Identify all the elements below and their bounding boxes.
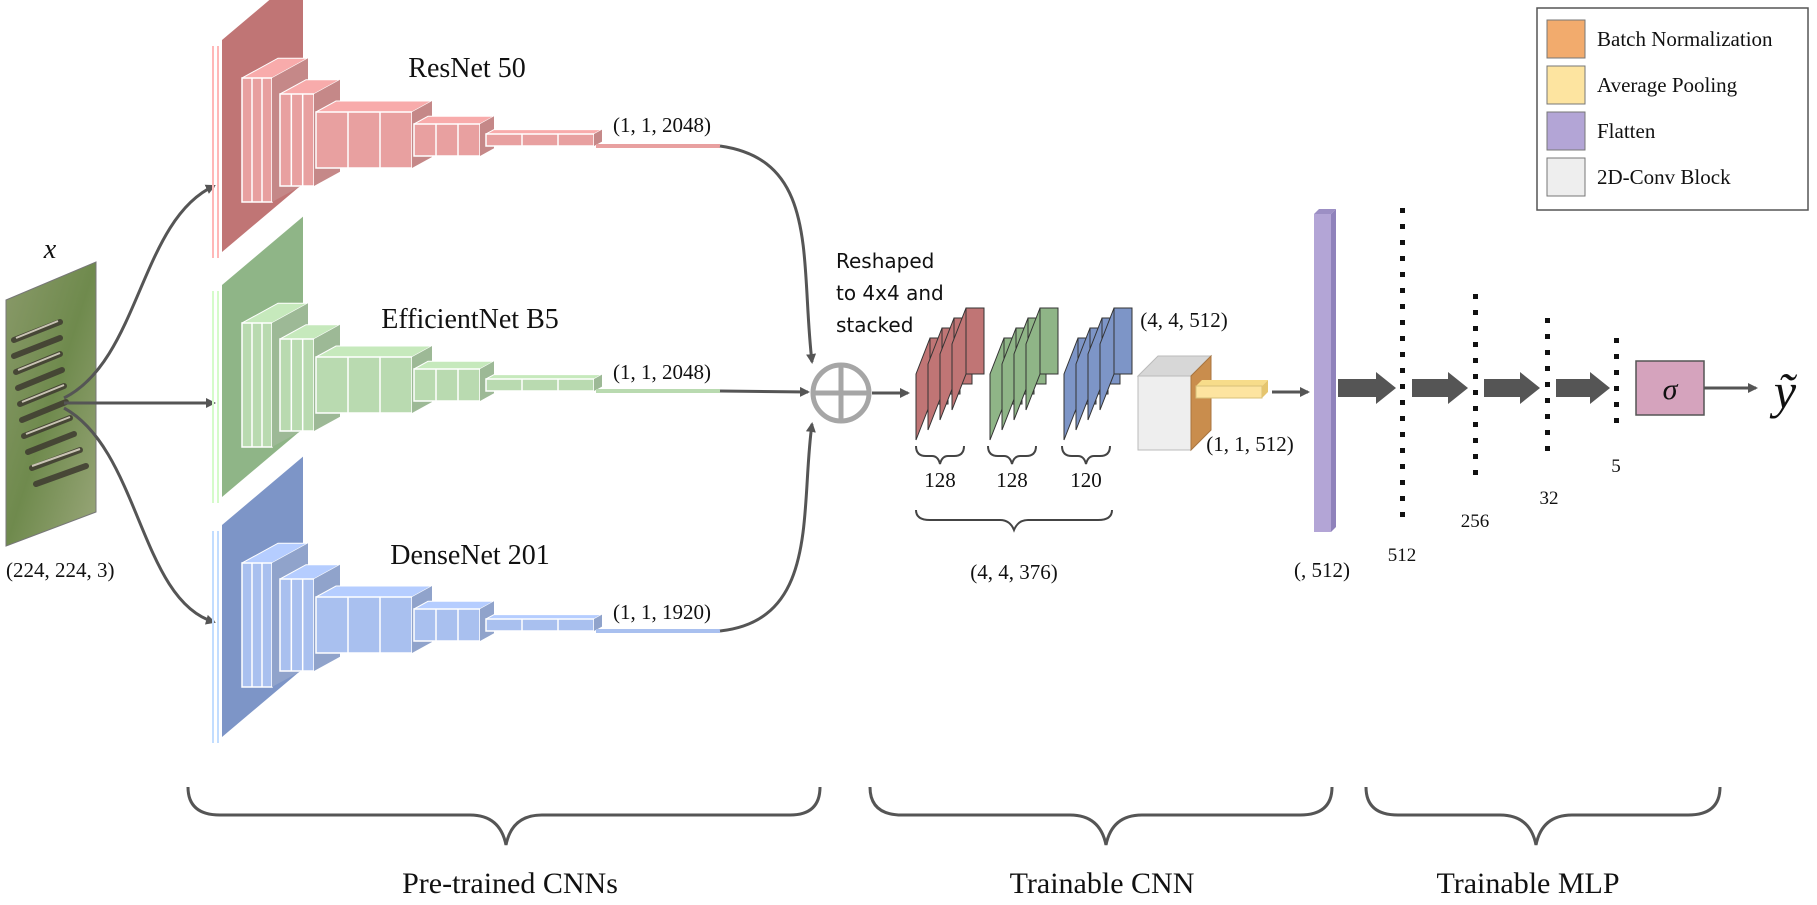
stack-braces — [915, 445, 1113, 533]
legend-label: 2D-Conv Block — [1597, 165, 1731, 189]
stack-group-2 — [989, 307, 1059, 441]
backbone-name-densenet: DenseNet 201 — [390, 540, 549, 571]
legend-item-3: Flatten — [1546, 111, 1656, 151]
conv-output-label: (1, 1, 512) — [1206, 432, 1294, 456]
input-shape-label: (224, 224, 3) — [6, 558, 115, 582]
mlp-layer-label-4: 5 — [1611, 456, 1621, 477]
input-symbol: x — [43, 234, 57, 265]
reshape-note-line-3: stacked — [836, 313, 913, 337]
mlp-arrow-4 — [1556, 372, 1610, 404]
reshape-note: Reshaped to 4x4 and stacked — [836, 249, 944, 337]
sigmoid-symbol: σ — [1663, 373, 1679, 406]
stack-group-label-3: 120 — [1070, 468, 1102, 492]
legend-swatch — [1546, 65, 1586, 105]
mlp-arrow-3 — [1484, 372, 1540, 404]
section-braces — [186, 786, 1722, 846]
mlp-layer-2 — [1473, 294, 1478, 475]
stack-group-1 — [915, 307, 985, 441]
mlp-arrow-2 — [1412, 372, 1468, 404]
mlp-arrow-1 — [1338, 372, 1396, 404]
concat-plus-icon — [810, 362, 872, 424]
backbone-output-efficientnet: (1, 1, 2048) — [613, 360, 711, 384]
legend-item-1: Batch Normalization — [1546, 19, 1773, 59]
section-label-pretrained: Pre-trained CNNs — [402, 867, 618, 900]
legend-label: Average Pooling — [1597, 73, 1738, 97]
backbone-block-efficientnet — [212, 216, 720, 503]
stack-group-3 — [1063, 307, 1133, 441]
input-arrows — [63, 184, 216, 625]
backbone-block-resnet — [212, 0, 720, 258]
stack-group-label-2: 128 — [996, 468, 1028, 492]
mlp-layer-label-3: 32 — [1540, 488, 1559, 509]
legend-item-4: 2D-Conv Block — [1546, 157, 1731, 197]
backbone-name-resnet: ResNet 50 — [408, 53, 525, 84]
legend-swatch — [1546, 111, 1586, 151]
mlp-layer-4 — [1614, 338, 1619, 423]
legend-label: Batch Normalization — [1597, 27, 1773, 51]
flatten-label: (, 512) — [1294, 558, 1350, 582]
legend-items: Batch Normalization Average Pooling Flatte… — [1546, 19, 1773, 197]
backbone-name-efficientnet: EfficientNet B5 — [381, 304, 559, 335]
mlp-layer-3 — [1545, 318, 1550, 451]
mlp-layer-1 — [1400, 208, 1405, 517]
stacked-feature-maps — [915, 307, 1133, 441]
section-label-cnn: Trainable CNN — [1010, 867, 1195, 900]
legend-item-2: Average Pooling — [1546, 65, 1738, 105]
output-symbol: ỹ — [1769, 363, 1798, 419]
reshape-note-line-2: to 4x4 and — [836, 281, 944, 305]
legend-label: Flatten — [1597, 119, 1656, 143]
conv-input-label: (4, 4, 512) — [1140, 308, 1228, 332]
backbone-block-densenet — [212, 456, 720, 743]
mlp-layer-label-1: 512 — [1388, 545, 1417, 566]
mlp-layer-label-2: 256 — [1461, 511, 1490, 532]
backbone-output-densenet: (1, 1, 1920) — [613, 600, 711, 624]
legend-swatch — [1546, 157, 1586, 197]
backbone-networks — [212, 0, 720, 743]
stack-group-label-1: 128 — [924, 468, 956, 492]
merge-arrows — [719, 144, 910, 633]
stack-total-label: (4, 4, 376) — [970, 560, 1058, 584]
conv-block — [1136, 354, 1213, 452]
pooling-bar — [1195, 380, 1268, 399]
flatten-layer — [1314, 209, 1336, 532]
mlp-layers — [1338, 208, 1619, 517]
reshape-note-line-1: Reshaped — [836, 249, 934, 273]
legend-swatch — [1546, 19, 1586, 59]
backbone-output-resnet: (1, 1, 2048) — [613, 113, 711, 137]
input-image — [5, 261, 97, 547]
section-label-mlp: Trainable MLP — [1436, 867, 1619, 900]
